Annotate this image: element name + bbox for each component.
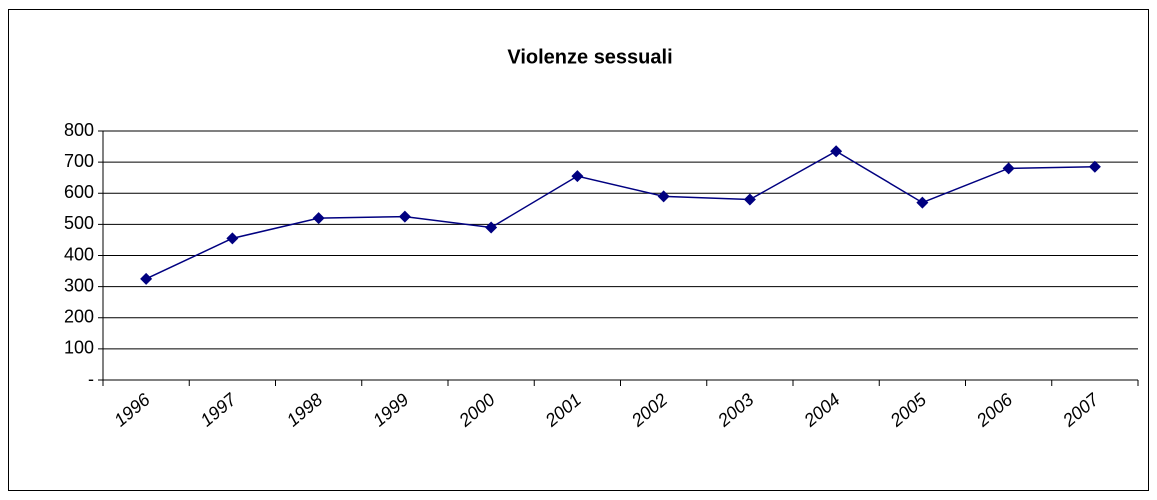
data-point: [1002, 162, 1015, 175]
y-tick-label: 600: [64, 182, 94, 202]
data-line: [145, 150, 1095, 280]
y-tick-label: -: [88, 369, 94, 389]
data-point: [398, 210, 411, 223]
y-tick-label: 700: [64, 151, 94, 171]
y-tick-label: 800: [64, 120, 94, 140]
data-point: [140, 272, 153, 285]
data-point: [312, 212, 325, 225]
data-point: [657, 190, 670, 203]
data-point: [1088, 160, 1101, 173]
data-point: [485, 221, 498, 234]
chart-frame: [8, 9, 1149, 491]
data-point: [743, 193, 756, 206]
data-point: [571, 170, 584, 183]
y-tick-label: 500: [64, 213, 94, 233]
y-tick-label: 400: [64, 244, 94, 264]
y-tick-label: 100: [64, 338, 94, 358]
data-point: [226, 232, 239, 245]
data-point: [916, 196, 929, 209]
y-tick-label: 200: [64, 307, 94, 327]
data-point: [830, 145, 843, 158]
y-tick-label: 300: [64, 275, 94, 295]
chart-title: Violenze sessuali: [507, 46, 672, 68]
